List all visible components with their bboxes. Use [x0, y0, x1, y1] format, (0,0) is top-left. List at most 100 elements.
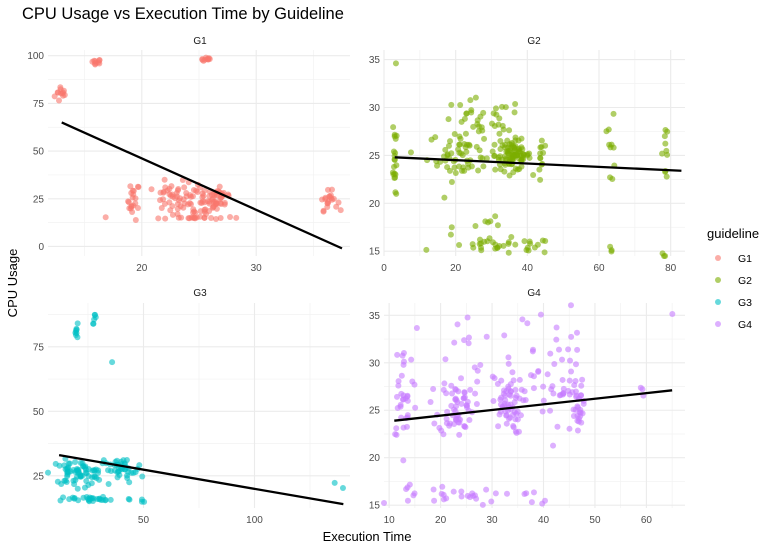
data-point	[566, 377, 573, 384]
data-point	[210, 198, 217, 205]
data-point	[456, 431, 463, 438]
data-point	[129, 208, 136, 215]
y-tick-label: 0	[38, 242, 44, 253]
data-point	[442, 146, 449, 153]
data-point	[610, 110, 617, 117]
panel-g2-grid	[383, 50, 685, 256]
data-point	[467, 97, 474, 104]
data-point	[447, 138, 454, 145]
data-point	[479, 501, 486, 508]
data-point	[478, 247, 485, 254]
data-point	[458, 118, 465, 125]
data-point	[528, 372, 535, 379]
data-point	[505, 151, 512, 158]
data-point	[510, 422, 517, 429]
legend-title: guideline	[707, 226, 759, 241]
data-point	[430, 386, 437, 393]
data-point	[456, 419, 463, 426]
data-point	[461, 167, 468, 174]
data-point	[451, 406, 458, 413]
x-tick-label: 20	[435, 515, 447, 526]
trend-line	[394, 389, 673, 422]
data-point	[506, 172, 513, 179]
data-point	[413, 325, 420, 332]
data-point	[71, 481, 78, 488]
y-tick-label: 25	[33, 194, 45, 205]
data-point	[466, 141, 473, 148]
data-point	[466, 417, 473, 424]
data-point	[192, 209, 199, 216]
data-point	[521, 388, 528, 395]
y-tick-label: 100	[27, 51, 44, 62]
data-point	[443, 495, 450, 502]
x-tick-label: 40	[522, 263, 534, 274]
data-point	[529, 348, 536, 355]
data-point	[442, 356, 449, 363]
data-point	[398, 390, 405, 397]
data-point	[443, 415, 450, 422]
x-tick-label: 60	[641, 515, 653, 526]
legend-key-g3	[715, 299, 721, 305]
data-point	[75, 497, 82, 504]
data-point	[464, 314, 471, 321]
data-point	[517, 412, 524, 419]
data-point	[462, 130, 469, 137]
data-point	[492, 166, 499, 173]
data-point	[161, 176, 168, 183]
data-point	[164, 187, 171, 194]
data-point	[480, 163, 487, 170]
x-tick-label: 80	[665, 263, 677, 274]
x-tick-label: 10	[384, 515, 396, 526]
data-point	[45, 469, 51, 476]
y-tick-label: 15	[369, 501, 381, 512]
data-point	[479, 127, 486, 134]
data-point	[509, 369, 516, 376]
data-point	[444, 408, 451, 415]
data-point	[441, 194, 448, 201]
data-point	[526, 150, 533, 157]
data-point	[511, 409, 518, 416]
data-point	[521, 491, 528, 498]
data-point	[108, 467, 115, 474]
data-point	[522, 396, 529, 403]
data-point	[465, 164, 472, 171]
data-point	[483, 155, 490, 162]
data-point	[491, 141, 498, 148]
data-point	[495, 423, 502, 430]
data-point	[559, 376, 566, 383]
data-point	[197, 208, 204, 215]
data-point	[497, 166, 504, 173]
data-point	[393, 132, 400, 139]
data-point	[404, 484, 411, 491]
data-point	[538, 143, 545, 150]
legend: guideline G1 G2 G3 G4	[707, 226, 759, 331]
data-point	[201, 214, 208, 221]
data-point	[169, 211, 176, 218]
data-point	[514, 166, 521, 173]
data-point	[461, 337, 468, 344]
data-point	[337, 207, 344, 214]
x-tick-label: 0	[381, 263, 387, 274]
data-point	[221, 201, 228, 208]
y-tick-label: 75	[33, 342, 45, 353]
data-point	[393, 162, 400, 169]
data-point	[450, 488, 457, 495]
data-point	[547, 350, 554, 357]
data-point	[77, 473, 84, 480]
data-point	[99, 497, 106, 504]
data-point	[537, 176, 544, 183]
data-point	[568, 368, 575, 375]
data-point	[129, 194, 136, 201]
data-point	[91, 311, 98, 318]
data-point	[490, 110, 497, 117]
data-point	[107, 496, 114, 503]
data-point	[539, 500, 546, 507]
data-point	[404, 397, 411, 404]
trend-line	[61, 121, 343, 250]
x-tick-label: 30	[486, 515, 498, 526]
x-tick-label: 40	[538, 515, 550, 526]
data-point	[233, 214, 240, 221]
data-point	[489, 373, 496, 380]
data-point	[515, 428, 522, 435]
